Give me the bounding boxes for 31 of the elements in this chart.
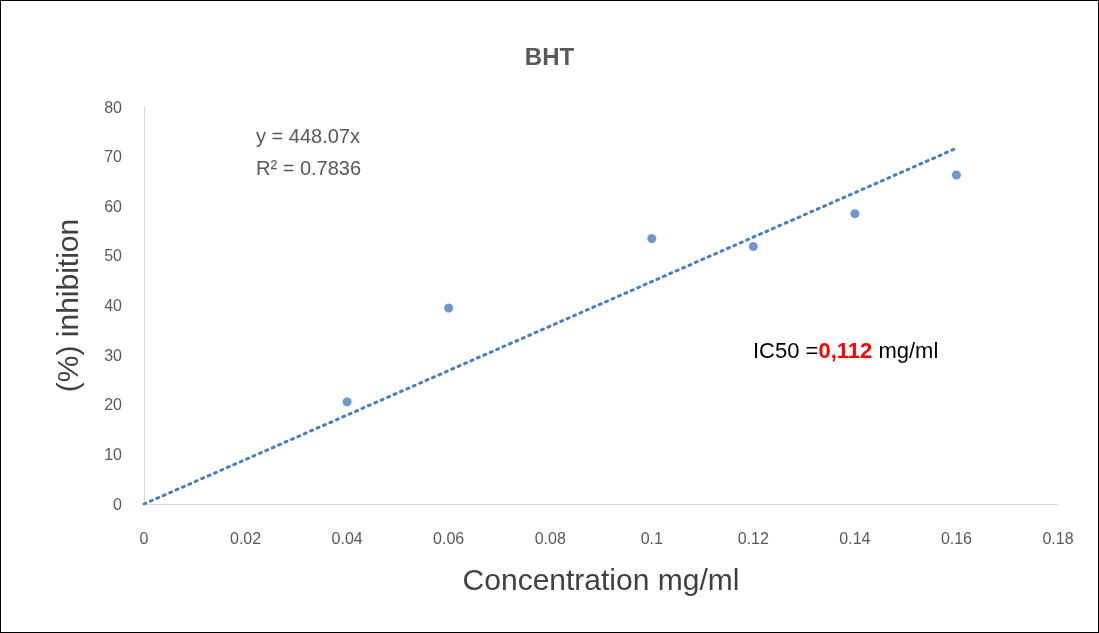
y-tick-label: 20: [104, 396, 123, 414]
point: [748, 241, 758, 251]
y-tick-label: 50: [104, 247, 123, 265]
annotation: R² = 0.7836: [256, 157, 362, 179]
x-tick-label: 0.1: [640, 529, 663, 547]
point: [647, 234, 657, 243]
x-tick-label: 0.04: [331, 529, 363, 547]
y-axis-title: (%) inhibition: [50, 218, 84, 393]
y-tick-label: 60: [104, 197, 123, 215]
x-axis-title: Concentration mg/ml: [462, 562, 740, 596]
x-tick-label: 0.06: [433, 529, 465, 547]
y-tick-label: 10: [104, 445, 123, 463]
x-tick-label: 0.16: [940, 529, 973, 547]
chart-title: BHT: [524, 42, 575, 70]
point: [444, 303, 454, 313]
y-tick-label: 80: [104, 98, 123, 116]
y-tick-label: 70: [104, 148, 123, 166]
x-tick-label: 0.08: [534, 529, 566, 547]
y-tick-label: 30: [104, 346, 123, 364]
x-tick-label: 0: [139, 529, 149, 547]
x-tick-label: 0.18: [1042, 529, 1074, 547]
x-tick-label: 0.02: [229, 529, 262, 547]
annotation: IC50 =0,112 mg/ml: [753, 337, 939, 363]
point: [342, 397, 352, 407]
point: [850, 209, 860, 219]
y-tick-label: 0: [113, 495, 123, 513]
annotation: y = 448.07x: [256, 125, 360, 147]
x-tick-label: 0.12: [737, 529, 770, 547]
point: [951, 170, 961, 180]
y-tick-label: 40: [104, 297, 123, 314]
x-tick-label: 0.14: [839, 529, 871, 547]
